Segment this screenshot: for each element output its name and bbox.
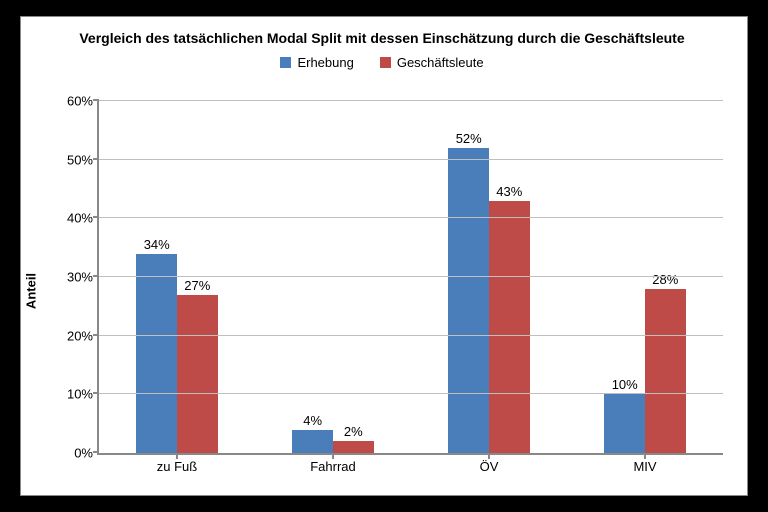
- ytick-label: 10%: [67, 387, 99, 402]
- bar: 43%: [489, 201, 530, 453]
- ytick-mark: [93, 275, 99, 277]
- bar-value-label: 43%: [496, 184, 522, 201]
- y-axis-label: Anteil: [24, 273, 39, 309]
- bar-groups: zu Fuß34%27%Fahrrad4%2%ÖV52%43%MIV10%28%: [99, 101, 723, 453]
- ytick-mark: [93, 99, 99, 101]
- legend-label-0: Erhebung: [297, 55, 353, 70]
- ytick-label: 20%: [67, 328, 99, 343]
- bar: 52%: [448, 148, 489, 453]
- bar-value-label: 4%: [303, 413, 322, 430]
- ytick-label: 60%: [67, 94, 99, 109]
- bar: 4%: [292, 430, 333, 453]
- plot-wrap: Anteil zu Fuß34%27%Fahrrad4%2%ÖV52%43%MI…: [35, 101, 729, 481]
- ytick-mark: [93, 392, 99, 394]
- ytick-label: 40%: [67, 211, 99, 226]
- ytick-mark: [93, 216, 99, 218]
- plot-area: zu Fuß34%27%Fahrrad4%2%ÖV52%43%MIV10%28%…: [97, 101, 723, 455]
- legend-swatch-1: [380, 57, 391, 68]
- legend-item-1: Geschäftsleute: [380, 55, 484, 70]
- bar-value-label: 2%: [344, 424, 363, 441]
- bar-group: MIV10%28%: [567, 101, 723, 453]
- legend-label-1: Geschäftsleute: [397, 55, 484, 70]
- legend-swatch-0: [280, 57, 291, 68]
- legend: Erhebung Geschäftsleute: [35, 51, 729, 76]
- bar: 28%: [645, 289, 686, 453]
- bar-group: Fahrrad4%2%: [255, 101, 411, 453]
- gridline: [99, 335, 723, 336]
- bar-group: zu Fuß34%27%: [99, 101, 255, 453]
- bar: 2%: [333, 441, 374, 453]
- xtick-label: zu Fuß: [99, 453, 255, 474]
- ytick-label: 30%: [67, 270, 99, 285]
- chart-title: Vergleich des tatsächlichen Modal Split …: [35, 29, 729, 51]
- xtick-label: Fahrrad: [255, 453, 411, 474]
- gridline: [99, 217, 723, 218]
- bar: 27%: [177, 295, 218, 453]
- bar-group: ÖV52%43%: [411, 101, 567, 453]
- bar-value-label: 10%: [612, 377, 638, 394]
- ytick-mark: [93, 451, 99, 453]
- gridline: [99, 159, 723, 160]
- gridline: [99, 393, 723, 394]
- bar-value-label: 52%: [456, 131, 482, 148]
- bar-value-label: 27%: [184, 278, 210, 295]
- bar: 10%: [604, 394, 645, 453]
- ytick-label: 0%: [74, 446, 99, 461]
- ytick-mark: [93, 158, 99, 160]
- legend-item-0: Erhebung: [280, 55, 353, 70]
- bar-value-label: 28%: [652, 272, 678, 289]
- bar: 34%: [136, 254, 177, 453]
- ytick-label: 50%: [67, 152, 99, 167]
- chart-container: Vergleich des tatsächlichen Modal Split …: [20, 16, 748, 496]
- xtick-label: MIV: [567, 453, 723, 474]
- gridline: [99, 276, 723, 277]
- xtick-label: ÖV: [411, 453, 567, 474]
- gridline: [99, 100, 723, 101]
- bar-value-label: 34%: [144, 237, 170, 254]
- ytick-mark: [93, 334, 99, 336]
